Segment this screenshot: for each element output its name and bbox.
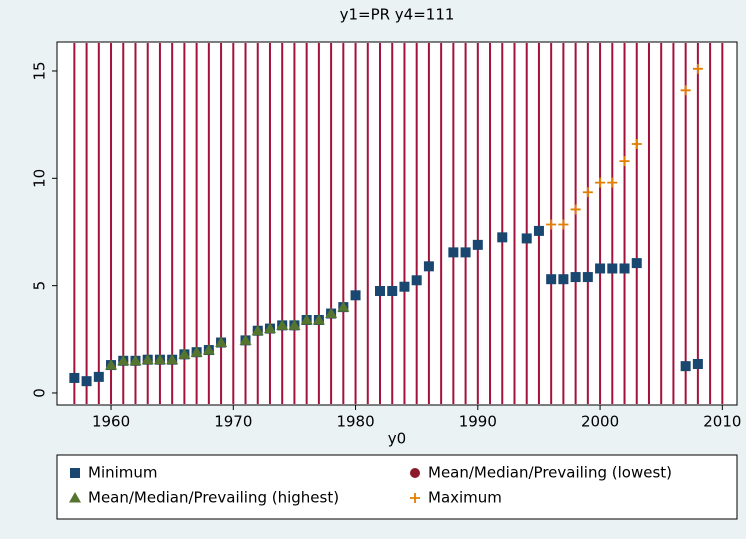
point xyxy=(533,225,544,236)
x-tick-label: 2010 xyxy=(703,413,741,431)
legend-marker xyxy=(69,492,81,503)
point xyxy=(288,319,301,330)
point xyxy=(81,376,92,387)
point xyxy=(497,232,508,243)
legend-marker xyxy=(410,493,420,503)
point xyxy=(312,313,325,325)
point xyxy=(546,219,557,230)
point xyxy=(215,336,228,348)
x-tick-label: 1960 xyxy=(92,413,130,431)
legend-marker xyxy=(70,468,80,478)
legend-marker xyxy=(410,468,420,478)
point xyxy=(375,286,386,297)
point xyxy=(619,263,630,274)
y-tick-label: 0 xyxy=(31,388,49,398)
point xyxy=(178,348,191,359)
point xyxy=(460,247,471,258)
y-tick-label: 15 xyxy=(31,61,49,80)
point xyxy=(558,274,569,285)
point xyxy=(251,324,264,336)
point xyxy=(141,353,154,365)
point xyxy=(93,371,104,382)
point xyxy=(607,177,618,188)
point xyxy=(680,361,691,372)
point xyxy=(117,354,130,366)
point xyxy=(239,334,252,345)
point xyxy=(399,281,410,292)
point xyxy=(448,247,459,258)
chart-title: y1=PR y4=111 xyxy=(340,6,455,24)
point xyxy=(387,286,398,297)
y-tick-label: 10 xyxy=(31,169,49,188)
point xyxy=(69,372,80,383)
x-tick-label: 1980 xyxy=(336,413,374,431)
point xyxy=(692,63,703,74)
point xyxy=(202,344,215,355)
point xyxy=(595,263,606,274)
point xyxy=(582,272,593,283)
point xyxy=(595,177,606,188)
point xyxy=(263,322,276,334)
point xyxy=(558,219,569,230)
point xyxy=(607,263,618,274)
point xyxy=(546,274,557,285)
point xyxy=(153,353,166,365)
point xyxy=(680,85,691,96)
x-axis-label: y0 xyxy=(388,430,406,448)
y-tick-label: 5 xyxy=(31,281,49,291)
point xyxy=(631,258,642,269)
legend-label: Mean/Median/Prevailing (lowest) xyxy=(428,464,672,482)
legend-label: Minimum xyxy=(88,464,158,482)
legend-label: Maximum xyxy=(428,489,502,507)
point xyxy=(582,187,593,198)
point xyxy=(129,354,142,366)
point xyxy=(692,358,703,369)
x-tick-label: 1990 xyxy=(459,413,497,431)
x-tick-label: 2000 xyxy=(581,413,619,431)
x-tick-label: 1970 xyxy=(214,413,252,431)
point xyxy=(472,239,483,250)
legend xyxy=(56,454,738,520)
point xyxy=(105,359,118,370)
point xyxy=(190,346,203,357)
point xyxy=(619,156,630,167)
point xyxy=(631,138,642,149)
point xyxy=(570,204,581,215)
point xyxy=(325,307,338,319)
point xyxy=(350,290,361,301)
point xyxy=(337,301,350,312)
point xyxy=(521,233,532,244)
point xyxy=(423,261,434,272)
point xyxy=(570,272,581,283)
point xyxy=(411,275,422,286)
point xyxy=(276,319,289,330)
point xyxy=(166,353,179,365)
point xyxy=(300,313,313,325)
legend-label: Mean/Median/Prevailing (highest) xyxy=(88,489,339,507)
